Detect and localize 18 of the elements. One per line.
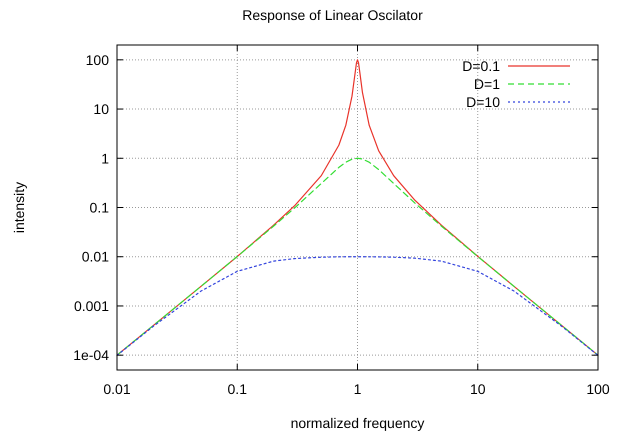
y-tick-label: 100 (86, 52, 110, 68)
x-tick-label: 0.1 (228, 381, 248, 397)
y-tick-label: 1e-04 (73, 347, 110, 364)
y-axis-title: intensity (11, 182, 27, 234)
legend-label: D=0.1 (462, 58, 500, 74)
x-tick-label: 1 (354, 381, 362, 397)
legend-label: D=10 (466, 94, 500, 110)
y-tick-label: 1 (101, 150, 110, 166)
chart-title: Response of Linear Oscilator (242, 7, 424, 23)
y-tick-label: 0.001 (74, 298, 110, 314)
x-axis-title: normalized frequency (290, 415, 424, 431)
y-tick-label: 0.1 (90, 200, 110, 216)
x-tick-label: 0.01 (103, 381, 131, 397)
y-tick-label: 0.01 (82, 248, 110, 265)
y-tick-label: 10 (93, 101, 110, 118)
legend-label: D=1 (474, 76, 500, 92)
x-tick-label: 10 (470, 381, 486, 397)
x-tick-label: 100 (586, 381, 610, 397)
